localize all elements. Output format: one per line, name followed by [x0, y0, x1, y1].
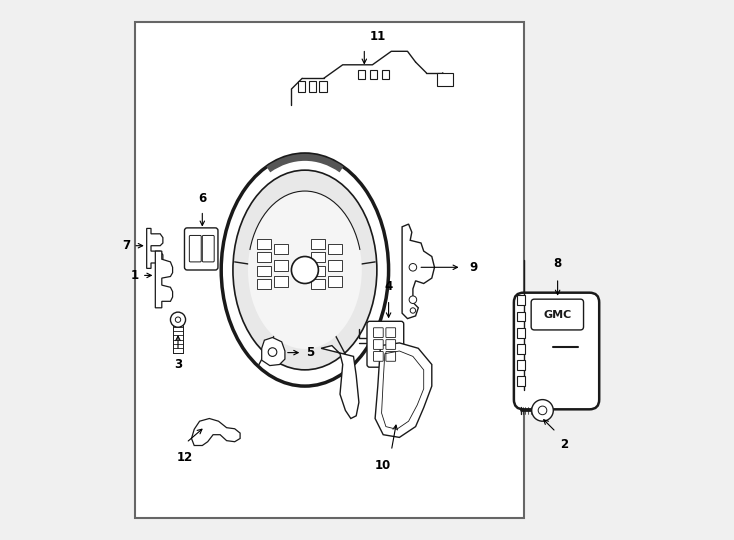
FancyBboxPatch shape	[374, 340, 383, 349]
Bar	[274, 260, 288, 271]
Text: 10: 10	[375, 459, 391, 472]
Circle shape	[170, 312, 186, 327]
Circle shape	[410, 308, 415, 313]
Bar	[258, 266, 272, 276]
Bar	[258, 239, 272, 249]
Circle shape	[409, 264, 417, 271]
FancyBboxPatch shape	[374, 328, 383, 338]
Bar	[311, 252, 325, 262]
Text: 9: 9	[470, 261, 478, 274]
Ellipse shape	[221, 154, 388, 386]
Bar	[258, 252, 272, 262]
FancyBboxPatch shape	[298, 81, 305, 92]
FancyBboxPatch shape	[357, 70, 365, 79]
FancyBboxPatch shape	[309, 81, 316, 92]
FancyBboxPatch shape	[135, 22, 523, 518]
FancyBboxPatch shape	[370, 70, 377, 79]
Text: 12: 12	[176, 451, 192, 464]
Circle shape	[538, 406, 547, 415]
FancyBboxPatch shape	[386, 352, 396, 361]
Circle shape	[409, 296, 417, 303]
FancyBboxPatch shape	[319, 81, 327, 92]
Polygon shape	[262, 338, 285, 366]
Text: 3: 3	[174, 358, 182, 371]
Text: 7: 7	[123, 239, 131, 252]
FancyBboxPatch shape	[367, 321, 404, 367]
Text: 2: 2	[560, 438, 568, 451]
Polygon shape	[375, 343, 432, 437]
FancyBboxPatch shape	[184, 228, 218, 270]
FancyBboxPatch shape	[514, 293, 599, 409]
Ellipse shape	[248, 191, 362, 349]
Circle shape	[291, 256, 319, 284]
FancyBboxPatch shape	[517, 312, 525, 321]
FancyBboxPatch shape	[374, 352, 383, 361]
FancyBboxPatch shape	[517, 376, 525, 386]
Text: 8: 8	[553, 257, 562, 270]
Bar	[274, 244, 288, 254]
Text: 11: 11	[370, 30, 386, 43]
FancyBboxPatch shape	[437, 73, 454, 86]
FancyBboxPatch shape	[189, 235, 201, 262]
Circle shape	[175, 317, 181, 322]
Polygon shape	[321, 346, 359, 418]
Text: 1: 1	[131, 269, 139, 282]
Bar	[311, 279, 325, 289]
Circle shape	[531, 400, 553, 421]
Bar	[327, 260, 341, 271]
FancyBboxPatch shape	[531, 299, 584, 330]
Polygon shape	[402, 224, 435, 319]
FancyBboxPatch shape	[386, 328, 396, 338]
FancyBboxPatch shape	[517, 360, 525, 370]
Circle shape	[268, 348, 277, 356]
Bar	[327, 276, 341, 287]
Polygon shape	[192, 418, 240, 445]
FancyBboxPatch shape	[517, 328, 525, 338]
Text: GMC: GMC	[543, 310, 572, 320]
FancyBboxPatch shape	[517, 344, 525, 354]
FancyBboxPatch shape	[386, 340, 396, 349]
FancyBboxPatch shape	[517, 295, 525, 305]
FancyBboxPatch shape	[382, 70, 388, 79]
Text: 4: 4	[385, 280, 393, 293]
Bar	[258, 279, 272, 289]
Text: 5: 5	[307, 346, 315, 359]
Ellipse shape	[233, 170, 377, 370]
FancyBboxPatch shape	[203, 235, 214, 262]
Bar	[327, 244, 341, 254]
Bar	[311, 239, 325, 249]
Polygon shape	[156, 251, 172, 308]
Bar	[311, 266, 325, 276]
Text: 6: 6	[198, 192, 206, 205]
Polygon shape	[147, 228, 163, 268]
Bar	[274, 276, 288, 287]
